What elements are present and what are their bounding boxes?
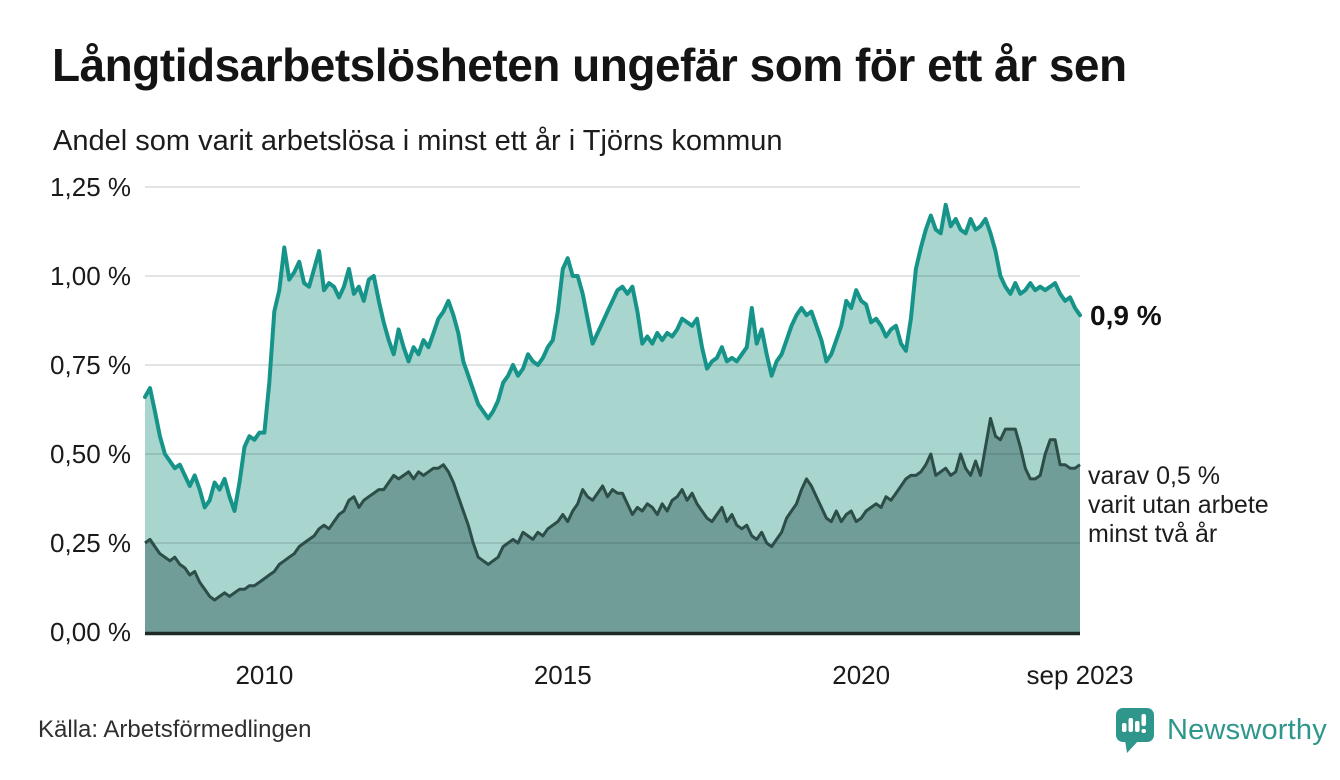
secondary-series-annotation: varav 0,5 % varit utan arbete minst två … [1088, 462, 1269, 548]
y-tick-label: 0,75 % [50, 350, 131, 380]
source-note: Källa: Arbetsförmedlingen [38, 716, 312, 743]
y-tick-label: 1,00 % [50, 261, 131, 291]
y-tick-label: 0,25 % [50, 528, 131, 558]
y-tick-label: 1,25 % [50, 172, 131, 202]
x-tick-label: 2020 [832, 660, 891, 690]
y-tick-label: 0,50 % [50, 439, 131, 469]
page-title: Långtidsarbetslösheten ungefär som för e… [52, 39, 1127, 91]
newsworthy-logo: Newsworthy [1114, 706, 1327, 754]
page-subtitle: Andel som varit arbetslösa i minst ett å… [53, 125, 783, 157]
x-tick-label: 2015 [533, 660, 592, 690]
newsworthy-logo-icon [1116, 708, 1154, 753]
newsworthy-logo-text: Newsworthy [1167, 713, 1327, 746]
x-tick-label: 2010 [235, 660, 294, 690]
y-tick-label: 0,00 % [50, 617, 131, 647]
end-value-annotation: 0,9 % [1090, 300, 1162, 331]
x-tick-label: sep 2023 [1026, 660, 1134, 690]
